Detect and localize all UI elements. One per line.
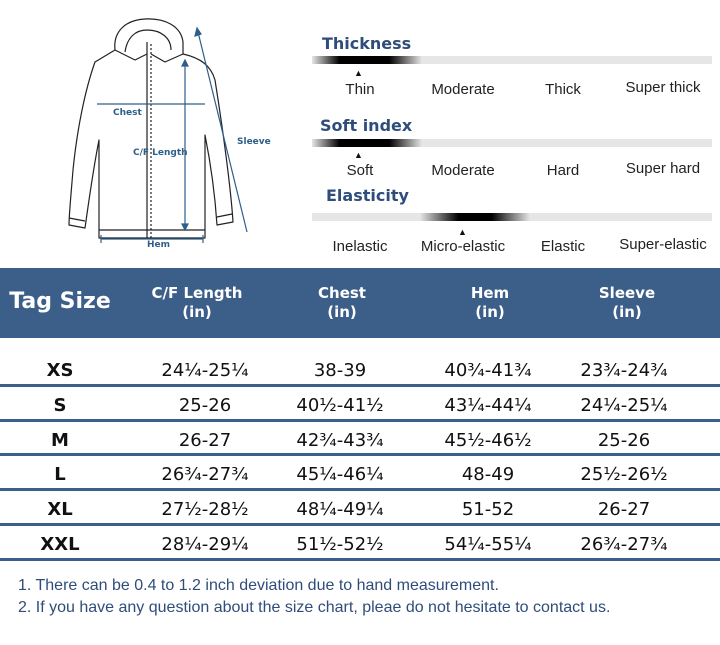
column-header-cf-length: C/F Length (in) bbox=[152, 284, 243, 322]
hem-cell: 54¼-55¼ bbox=[444, 533, 532, 555]
soft-index-option: Super hard bbox=[625, 160, 701, 177]
cf-length-cell: 26-27 bbox=[178, 429, 232, 451]
thickness-option: Moderate bbox=[431, 81, 495, 98]
hem-cell: 48-49 bbox=[461, 464, 515, 486]
elasticity-scale bbox=[312, 213, 712, 221]
chest-cell: 42¾-43¾ bbox=[296, 429, 384, 451]
column-unit: (in) bbox=[182, 303, 212, 321]
soft-index-title: Soft index bbox=[320, 116, 413, 135]
hem-label: Hem bbox=[147, 240, 171, 250]
sleeve-cell: 25½-26½ bbox=[580, 464, 668, 486]
size-cell: L bbox=[54, 464, 66, 486]
size-cell: XL bbox=[47, 499, 73, 521]
thickness-option: Thick bbox=[545, 81, 581, 98]
hem-cell: 43¼-44¼ bbox=[444, 394, 532, 416]
size-table-header: Tag Size C/F Length (in) Chest (in) Hem … bbox=[0, 268, 720, 338]
size-cell: S bbox=[53, 394, 67, 416]
jacket-outline bbox=[68, 18, 248, 243]
note-line: 2. If you have any question about the si… bbox=[18, 599, 611, 616]
soft-index-option: Moderate bbox=[431, 162, 495, 179]
cf-length-cell: 27½-28½ bbox=[161, 499, 249, 521]
column-header-chest: Chest (in) bbox=[318, 284, 366, 322]
thickness-option: Super thick bbox=[625, 79, 701, 96]
table-row: XS 24¼-25¼ 38-39 40¾-41¾ 23¾-24¾ bbox=[0, 352, 720, 387]
size-cell: M bbox=[51, 429, 69, 451]
soft-index-scale bbox=[312, 139, 712, 147]
thickness-option: Thin bbox=[345, 81, 375, 98]
cf-length-cell: 24¼-25¼ bbox=[161, 360, 249, 381]
cf-length-cell: 26¾-27¾ bbox=[161, 464, 249, 486]
elasticity-title: Elasticity bbox=[326, 186, 409, 205]
hem-cell: 51-52 bbox=[461, 499, 515, 521]
cf-length-cell: 25-26 bbox=[178, 394, 232, 416]
thickness-title: Thickness bbox=[322, 34, 412, 53]
soft-index-option: Soft bbox=[346, 162, 374, 179]
table-row: S 25-26 40½-41½ 43¼-44¼ 24¼-25¼ bbox=[0, 387, 720, 422]
thickness-marker-icon: ▲ bbox=[354, 68, 363, 78]
elasticity-marker-icon: ▲ bbox=[458, 227, 467, 237]
size-table-body: XS 24¼-25¼ 38-39 40¾-41¾ 23¾-24¾ S 25-26… bbox=[0, 352, 720, 561]
column-header-sleeve: Sleeve (in) bbox=[599, 284, 655, 322]
sleeve-cell: 23¾-24¾ bbox=[580, 360, 668, 381]
chest-cell: 45¼-46¼ bbox=[296, 464, 384, 486]
sleeve-cell: 26¾-27¾ bbox=[580, 533, 668, 555]
column-unit: (in) bbox=[327, 303, 357, 321]
table-row: XL 27½-28½ 48¼-49¼ 51-52 26-27 bbox=[0, 491, 720, 526]
table-row: L 26¾-27¾ 45¼-46¼ 48-49 25½-26½ bbox=[0, 456, 720, 492]
chest-label: Chest bbox=[113, 108, 142, 118]
sleeve-cell: 26-27 bbox=[597, 499, 651, 521]
cf-length-cell: 28¼-29¼ bbox=[161, 533, 249, 555]
chest-cell: 51½-52½ bbox=[296, 533, 384, 555]
soft-index-marker-icon: ▲ bbox=[354, 150, 363, 160]
column-name: Hem bbox=[470, 284, 510, 302]
thickness-scale bbox=[312, 56, 712, 64]
cf-length-label: C/F Length bbox=[133, 148, 188, 158]
column-unit: (in) bbox=[475, 303, 505, 321]
tag-size-header: Tag Size bbox=[9, 289, 111, 314]
column-name: Sleeve bbox=[598, 284, 656, 302]
size-cell: XS bbox=[46, 360, 74, 381]
jacket-diagram: Chest C/F Length Sleeve Hem bbox=[55, 10, 295, 255]
soft-index-option: Hard bbox=[546, 162, 580, 179]
chest-cell: 40½-41½ bbox=[296, 394, 384, 416]
elasticity-option: Micro-elastic bbox=[420, 238, 506, 255]
hem-cell: 45½-46½ bbox=[444, 429, 532, 451]
column-name: Chest bbox=[318, 284, 366, 302]
table-row: M 26-27 42¾-43¾ 45½-46½ 25-26 bbox=[0, 422, 720, 457]
note-line: 1. There can be 0.4 to 1.2 inch deviatio… bbox=[18, 577, 499, 594]
hem-cell: 40¾-41¾ bbox=[444, 360, 532, 381]
elasticity-option: Super-elastic bbox=[619, 236, 707, 253]
column-unit: (in) bbox=[612, 303, 642, 321]
elasticity-option: Inelastic bbox=[332, 238, 388, 255]
table-row: XXL 28¼-29¼ 51½-52½ 54¼-55¼ 26¾-27¾ bbox=[0, 526, 720, 561]
sleeve-cell: 24¼-25¼ bbox=[580, 394, 668, 416]
size-cell: XXL bbox=[40, 533, 80, 555]
sleeve-cell: 25-26 bbox=[597, 429, 651, 451]
column-name: C/F Length bbox=[151, 284, 243, 302]
column-header-hem: Hem (in) bbox=[471, 284, 509, 322]
elasticity-option: Elastic bbox=[540, 238, 586, 255]
chest-cell: 38-39 bbox=[313, 360, 367, 381]
chest-cell: 48¼-49¼ bbox=[296, 499, 384, 521]
sleeve-label: Sleeve bbox=[237, 137, 271, 147]
